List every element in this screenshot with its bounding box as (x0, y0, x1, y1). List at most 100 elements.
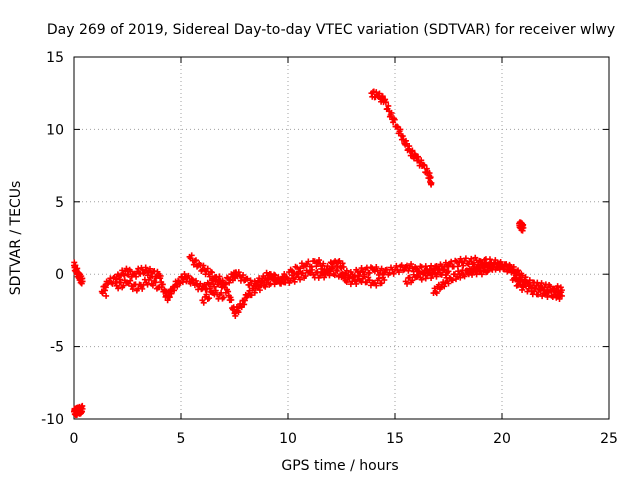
data-point (326, 272, 333, 279)
data-point (445, 280, 452, 287)
data-point (240, 272, 247, 279)
data-point (488, 265, 495, 272)
data-point (220, 294, 227, 301)
x-tick-label: 0 (70, 431, 79, 447)
data-point (316, 257, 323, 264)
data-point (278, 280, 285, 287)
data-point (188, 275, 195, 282)
x-axis-label: GPS time / hours (281, 458, 398, 474)
data-point (129, 286, 136, 293)
data-point (222, 280, 229, 287)
data-point (428, 275, 435, 282)
data-point (473, 271, 480, 278)
y-tick-label: 5 (55, 195, 64, 211)
data-point (211, 283, 218, 290)
x-tick-label: 10 (279, 431, 297, 447)
data-point (79, 405, 86, 412)
data-point (418, 157, 425, 164)
data-point (271, 271, 278, 278)
data-point (79, 278, 86, 285)
data-point (388, 109, 395, 116)
data-point (455, 268, 462, 275)
data-point (192, 277, 199, 284)
data-point (408, 261, 415, 268)
data-point (422, 263, 429, 270)
data-point (311, 258, 318, 265)
data-point (228, 296, 235, 303)
data-point (457, 274, 464, 281)
data-point (144, 281, 151, 288)
data-point (171, 287, 178, 294)
data-point (142, 264, 149, 271)
data-point (526, 277, 533, 284)
data-point (343, 279, 350, 286)
data-point (117, 279, 124, 286)
data-point (406, 143, 413, 150)
data-point (281, 271, 288, 278)
grid-lines (74, 57, 609, 419)
data-point (353, 280, 360, 287)
data-point (237, 303, 244, 310)
data-point (416, 270, 423, 277)
data-point (339, 260, 346, 267)
data-point (120, 282, 127, 289)
y-tick-label: 15 (46, 50, 64, 66)
data-point (457, 255, 464, 262)
data-point (336, 257, 343, 264)
data-point (321, 274, 328, 281)
data-point (157, 273, 164, 280)
data-point (103, 292, 110, 299)
data-point (382, 99, 389, 106)
data-point (275, 274, 282, 281)
data-point (249, 285, 256, 292)
data-point (427, 174, 434, 181)
data-point (385, 102, 392, 109)
data-point (127, 277, 134, 284)
data-point (432, 288, 439, 295)
data-point (355, 273, 362, 280)
data-point (430, 267, 437, 274)
data-point (156, 284, 163, 291)
y-tick-label: -10 (41, 412, 64, 428)
data-point (383, 266, 390, 273)
data-point (418, 264, 425, 271)
data-point (340, 263, 347, 270)
data-point (232, 312, 239, 319)
data-point (461, 273, 468, 280)
data-point (225, 288, 232, 295)
data-point (476, 264, 483, 271)
data-point (449, 277, 456, 284)
data-point (358, 265, 365, 272)
data-point (396, 269, 403, 276)
data-point (421, 162, 428, 169)
data-point (423, 165, 430, 172)
data-point (520, 224, 527, 231)
data-point (194, 263, 201, 270)
data-point (200, 299, 207, 306)
data-point (272, 272, 279, 279)
data-point (109, 280, 116, 287)
data-point (262, 283, 269, 290)
data-point (484, 268, 491, 275)
data-point (366, 269, 373, 276)
data-point (535, 291, 542, 298)
data-point (139, 285, 146, 292)
data-point (426, 170, 433, 177)
data-point (133, 273, 140, 280)
data-point (375, 275, 382, 282)
data-point (515, 267, 522, 274)
y-axis: -10 -5 0 5 10 15 (41, 50, 609, 428)
data-point (71, 259, 78, 266)
data-point (379, 93, 386, 100)
data-point (115, 285, 122, 292)
data-point (297, 276, 304, 283)
data-point (404, 280, 411, 287)
data-point (241, 301, 248, 308)
data-point (519, 272, 526, 279)
data-point (248, 292, 255, 299)
y-axis-label: SDTVAR / TECUs (8, 181, 24, 296)
data-point (185, 272, 192, 279)
data-point (235, 269, 242, 276)
data-point (334, 263, 341, 270)
data-point (302, 273, 309, 280)
